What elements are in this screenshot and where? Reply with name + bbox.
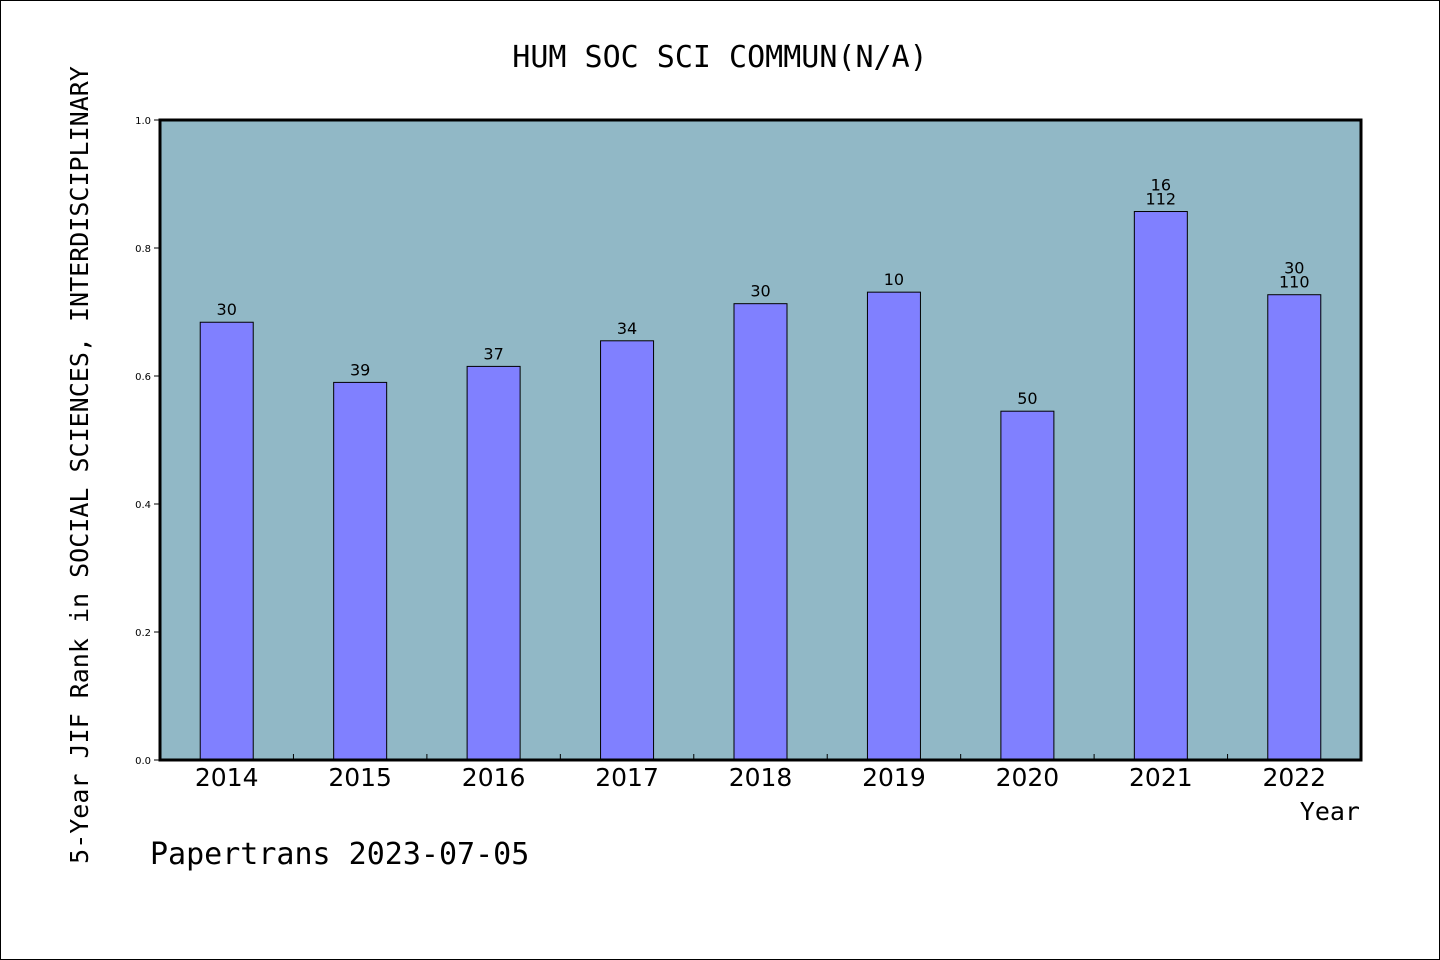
y-tick-label: 0.4 — [135, 500, 151, 511]
bar-data-label: 39 — [350, 360, 370, 379]
bar-2021 — [1133, 211, 1188, 761]
chart-title: HUM SOC SCI COMMUN(N/A) — [512, 40, 927, 75]
bar-data-label: 112 — [1146, 190, 1177, 209]
x-tick-label: 2020 — [996, 763, 1060, 792]
x-axis: 2014 2015 2016 2017 2018 2019 2020 2021 2022 — [195, 754, 1326, 792]
x-tick-label: 2022 — [1262, 763, 1326, 792]
x-tick-label: 2019 — [862, 763, 926, 792]
y-axis-label: 5-Year JIF Rank in SOCIAL SCIENCES, INTE… — [65, 66, 94, 864]
footer-watermark: Papertrans 2023-07-05 — [150, 837, 529, 872]
bar-2018 — [733, 303, 788, 761]
x-tick-label: 2014 — [195, 763, 259, 792]
y-tick-label: 1.0 — [135, 116, 151, 127]
bar-data-label: 30 — [217, 300, 237, 319]
bar-2014 — [199, 321, 254, 761]
bar-2015 — [333, 381, 388, 761]
bar-2016 — [466, 365, 521, 761]
y-tick-label: 0.6 — [135, 372, 151, 383]
bar-2017 — [600, 340, 655, 761]
y-axis: 0.0 0.2 0.4 0.6 0.8 1.0 — [135, 116, 160, 767]
y-tick-label: 0.2 — [135, 628, 151, 639]
bar-2019 — [866, 291, 921, 761]
x-tick-label: 2021 — [1129, 763, 1193, 792]
plot-border — [158, 118, 1363, 762]
x-tick-label: 2018 — [729, 763, 793, 792]
bar-data-label: 110 — [1279, 273, 1310, 292]
x-axis-label: Year — [1300, 797, 1360, 826]
bar-data-label: 50 — [1017, 389, 1037, 408]
x-tick-label: 2015 — [328, 763, 392, 792]
x-tick-label: 2016 — [462, 763, 526, 792]
bar-data-label: 37 — [483, 344, 503, 363]
bar-data-label: 34 — [617, 319, 637, 338]
bar-data-label: 30 — [750, 282, 770, 301]
bar-data-label: 10 — [884, 270, 904, 289]
bar-data-label: 16 — [1151, 176, 1171, 195]
bar-data-label: 30 — [1284, 259, 1304, 278]
x-tick-label: 2017 — [595, 763, 659, 792]
bar-2020 — [1000, 410, 1055, 761]
y-tick-label: 0.8 — [135, 244, 151, 255]
y-tick-label: 0.0 — [135, 756, 151, 767]
bars-layer — [199, 211, 1322, 761]
bar-2022 — [1267, 294, 1322, 761]
